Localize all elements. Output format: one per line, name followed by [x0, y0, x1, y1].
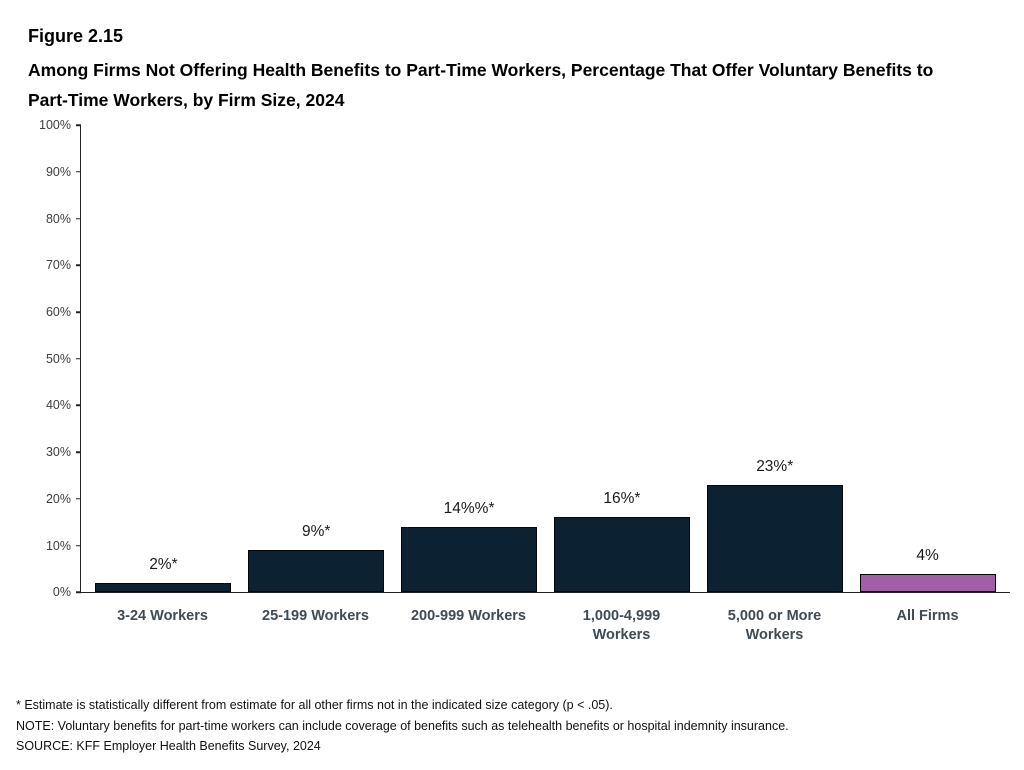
x-axis-label: 25-199 Workers	[262, 608, 369, 625]
bar	[95, 582, 232, 593]
y-tick-mark	[76, 404, 81, 407]
y-tick-mark	[76, 264, 81, 267]
bar-value-label: 4%	[916, 546, 939, 564]
y-tick-mark	[76, 357, 81, 360]
y-tick-label: 70%	[45, 258, 71, 273]
bar-value-label: 2%*	[149, 555, 178, 573]
y-tick-label: 80%	[45, 211, 71, 226]
bar-value-label: 16%*	[603, 490, 641, 508]
bar-slot: 2%*	[87, 125, 240, 593]
y-tick-label: 50%	[45, 351, 71, 366]
y-tick-label: 90%	[45, 164, 71, 179]
y-tick-label: 30%	[45, 445, 71, 460]
bars-container: 2%* 9%* 14%%* 16%* 23%* 4%	[81, 125, 1010, 593]
y-tick-mark	[76, 544, 81, 547]
bar-value-label: 14%%*	[443, 499, 495, 517]
y-tick-mark	[76, 124, 81, 126]
y-tick-mark	[76, 217, 81, 220]
bar	[248, 550, 385, 593]
y-tick-mark	[76, 311, 81, 313]
bar-slot: 4%	[851, 125, 1004, 593]
bar-value-label: 9%*	[302, 523, 331, 541]
plot-area: 0% 10% 20% 30% 40% 50% 60% 70% 80% 90% 100% 2%* 9%*…	[39, 118, 1010, 599]
footnote-asterisk: * Estimate is statistically different fr…	[16, 698, 613, 713]
y-tick-label: 100%	[39, 118, 71, 133]
bar-slot: 9%*	[240, 125, 393, 593]
figure-header: Figure 2.15 Among Firms Not Offering Hea…	[0, 0, 1024, 115]
y-tick-label: 0%	[52, 585, 71, 600]
bar	[553, 517, 690, 593]
y-tick-label: 20%	[45, 491, 71, 506]
footnotes: * Estimate is statistically different fr…	[16, 695, 789, 756]
bar-slot: 23%*	[698, 125, 851, 593]
bar	[859, 573, 996, 593]
x-axis-label: 3-24 Workers	[117, 608, 208, 625]
figure-title: Among Firms Not Offering Health Benefits…	[28, 60, 934, 111]
bar	[706, 484, 843, 593]
y-tick-label: 40%	[45, 398, 71, 413]
figure-label: Figure 2.15	[28, 26, 124, 46]
x-axis-label: 200-999 Workers	[410, 608, 526, 625]
y-tick-label: 60%	[45, 305, 71, 319]
x-axis-label: 5,000 or More Workers	[727, 608, 822, 644]
y-tick-mark	[76, 591, 81, 593]
y-tick-label: 10%	[45, 538, 71, 553]
y-tick-mark	[76, 451, 81, 453]
x-axis-label: All Firms	[896, 608, 959, 625]
bar-chart: 0% 10% 20% 30% 40% 50% 60% 70% 80% 90% 100% 2%* 9%*…	[28, 118, 1010, 645]
y-tick-mark	[76, 498, 81, 500]
bar-value-label: 23%*	[756, 457, 794, 475]
bar-slot: 14%%*	[393, 125, 546, 593]
bar	[401, 526, 538, 593]
y-tick-mark	[76, 171, 81, 173]
bar-slot: 16%*	[545, 125, 698, 593]
footnote-note: NOTE: Voluntary benefits for part-time w…	[16, 718, 789, 733]
footnote-source: SOURCE: KFF Employer Health Benefits Sur…	[16, 738, 321, 753]
x-axis-labels: 3-24 Workers 25-199 Workers 200-999 Worker…	[80, 607, 1010, 645]
x-axis-label: 1,000-4,999 Workers	[582, 608, 661, 644]
